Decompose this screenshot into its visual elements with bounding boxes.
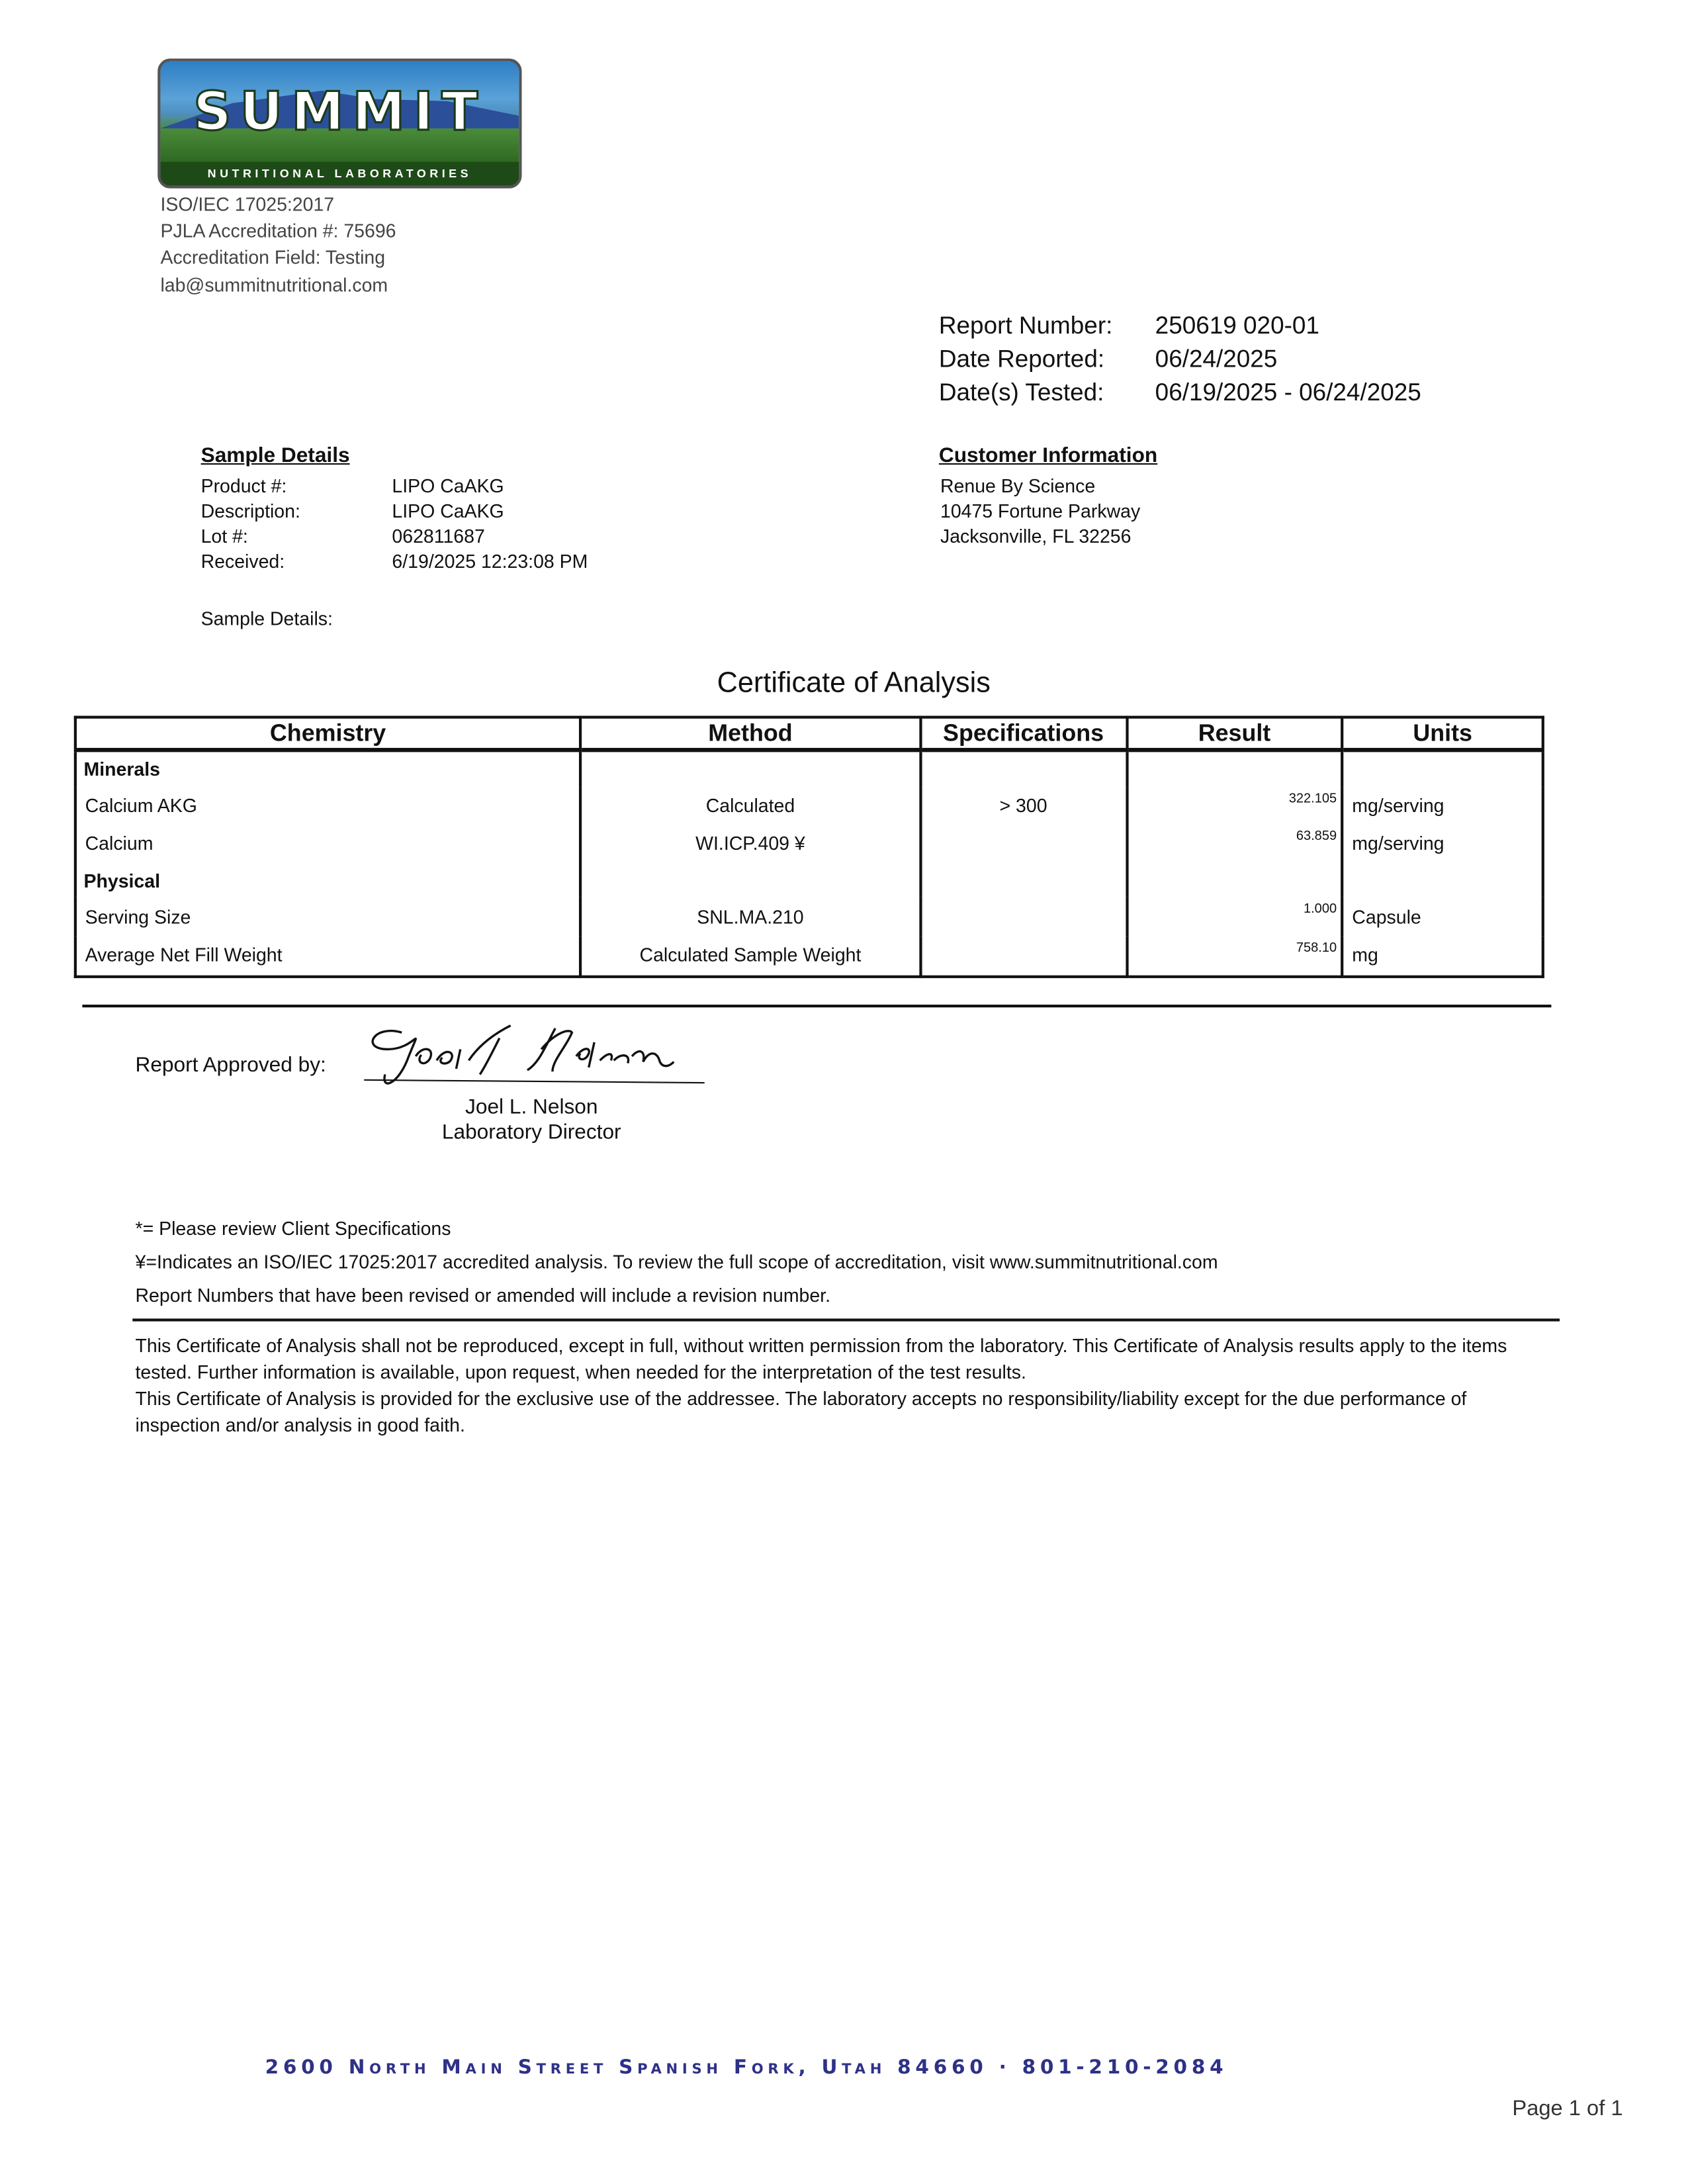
sample-label: Received: (200, 551, 285, 572)
approved-by-label: Report Approved by: (135, 1053, 326, 1077)
divider (132, 1318, 1560, 1322)
method: Calculated Sample Weight (579, 936, 922, 978)
disclaimer-reproduction: This Certificate of Analysis shall not b… (135, 1335, 1507, 1383)
col-units: Units (1341, 715, 1544, 752)
lab-field: Accreditation Field: Testing (160, 247, 386, 268)
table-row: Calcium WI.ICP.409 ¥ 63.859 mg/serving (73, 825, 1544, 864)
units: Capsule (1341, 897, 1544, 936)
col-result: Result (1125, 715, 1344, 752)
analyte: Serving Size (73, 897, 582, 936)
lab-email: lab@summitnutritional.com (160, 275, 388, 296)
divider (82, 1004, 1552, 1008)
result: 1.000 (1125, 897, 1344, 936)
method: WI.ICP.409 ¥ (579, 825, 922, 864)
sample-value: LIPO CaAKG (392, 475, 504, 497)
date-reported: 06/24/2025 (1155, 344, 1278, 373)
section-row: Physical (73, 863, 1544, 898)
method: Calculated (579, 786, 922, 825)
section-label: Physical (73, 863, 582, 898)
disclaimer: This Certificate of Analysis shall not b… (136, 1332, 1531, 1438)
section-row: Minerals (73, 750, 1544, 787)
units: mg (1341, 936, 1544, 978)
customer-info-heading: Customer Information (938, 443, 1158, 468)
report-number-label: Report Number: (938, 311, 1113, 340)
sample-details-heading: Sample Details (200, 443, 350, 468)
analyte: Average Net Fill Weight (73, 936, 582, 978)
result: 322.105 (1125, 786, 1344, 825)
analyte: Calcium (73, 825, 582, 864)
specification (918, 936, 1128, 978)
lab-pjla: PJLA Accreditation #: 75696 (160, 220, 396, 242)
table-row: Calcium AKG Calculated > 300 322.105 mg/… (73, 786, 1544, 825)
specification (918, 825, 1128, 864)
customer-city: Jacksonville, FL 32256 (940, 525, 1132, 547)
logo-wordmark: SUMMIT (192, 80, 486, 144)
sample-label: Lot #: (200, 525, 248, 547)
logo-subtext: NUTRITIONAL LABORATORIES (160, 161, 519, 186)
lab-address: 2600 North Main Street Spanish Fork, Uta… (265, 2056, 1228, 2079)
units: mg/serving (1341, 825, 1544, 864)
sample-label: Product #: (200, 475, 287, 497)
specification: > 300 (918, 786, 1128, 825)
date-reported-label: Date Reported: (938, 344, 1105, 373)
customer-name: Renue By Science (940, 475, 1096, 497)
col-specifications: Specifications (918, 715, 1128, 752)
note-revision: Report Numbers that have been revised or… (135, 1285, 831, 1306)
note-client-spec: *= Please review Client Specifications (135, 1218, 451, 1240)
table-header-row: Chemistry Method Specifications Result U… (73, 715, 1544, 752)
table-row: Average Net Fill Weight Calculated Sampl… (73, 936, 1544, 978)
signature (364, 1024, 705, 1085)
dates-tested: 06/19/2025 - 06/24/2025 (1155, 378, 1421, 406)
analyte: Calcium AKG (73, 786, 582, 825)
note-accredited: ¥=Indicates an ISO/IEC 17025:2017 accred… (135, 1251, 1218, 1273)
disclaimer-liability: This Certificate of Analysis is provided… (135, 1388, 1467, 1436)
sample-label: Description: (200, 500, 300, 522)
table-row: Serving Size SNL.MA.210 1.000 Capsule (73, 897, 1544, 936)
sample-value: 062811687 (392, 525, 485, 547)
sample-details-label: Sample Details: (200, 608, 333, 629)
method: SNL.MA.210 (579, 897, 922, 936)
specification (918, 897, 1128, 936)
col-chemistry: Chemistry (73, 715, 582, 752)
approver-name: Joel L. Nelson (465, 1095, 598, 1119)
customer-street: 10475 Fortune Parkway (940, 500, 1141, 522)
section-label: Minerals (73, 750, 582, 787)
report-number: 250619 020-01 (1155, 311, 1319, 340)
units: mg/serving (1341, 786, 1544, 825)
col-method: Method (579, 715, 922, 752)
result: 63.859 (1125, 825, 1344, 864)
sample-value: LIPO CaAKG (392, 500, 504, 522)
lab-iso: ISO/IEC 17025:2017 (160, 194, 335, 215)
sample-value: 6/19/2025 12:23:08 PM (392, 551, 588, 572)
results-table: Chemistry Method Specifications Result U… (73, 715, 1544, 978)
document-title: Certificate of Analysis (717, 666, 991, 700)
approver-title: Laboratory Director (441, 1120, 621, 1144)
dates-tested-label: Date(s) Tested: (938, 378, 1104, 406)
result: 758.10 (1125, 936, 1344, 978)
page-number: Page 1 of 1 (1512, 2097, 1623, 2121)
summit-logo: SUMMIT NUTRITIONAL LABORATORIES (157, 58, 522, 189)
